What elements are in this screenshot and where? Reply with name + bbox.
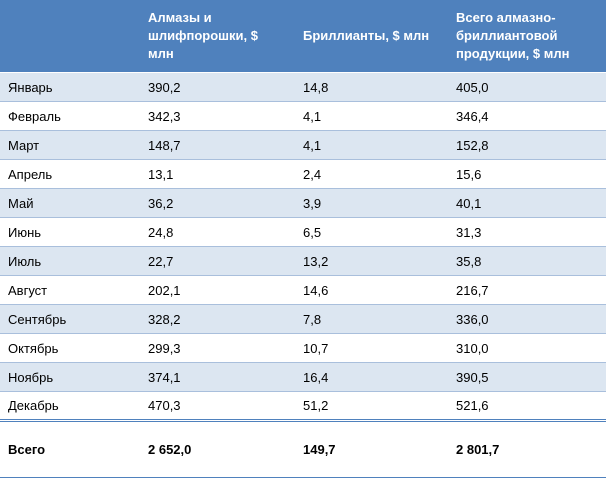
value-cell: 7,8: [295, 304, 448, 334]
total-row: Всего 2 652,0 149,7 2 801,7: [0, 419, 606, 478]
value-cell: 36,2: [140, 188, 295, 218]
header-cell: Бриллианты, $ млн: [295, 0, 448, 73]
header-cell: [0, 0, 140, 73]
table-header: Алмазы и шлифпорошки, $ млн Бриллианты, $…: [0, 0, 606, 73]
month-cell: Август: [0, 275, 140, 305]
table-row: Октябрь 299,3 10,7 310,0: [0, 333, 606, 363]
header-cell: Алмазы и шлифпорошки, $ млн: [140, 0, 295, 73]
value-cell: 35,8: [448, 246, 606, 276]
table-row: Май 36,2 3,9 40,1: [0, 188, 606, 218]
value-cell: 16,4: [295, 362, 448, 392]
month-cell: Май: [0, 188, 140, 218]
value-cell: 14,8: [295, 72, 448, 102]
month-cell: Декабрь: [0, 391, 140, 421]
value-cell: 521,6: [448, 391, 606, 421]
total-value: 2 652,0: [140, 419, 295, 478]
table-row: Ноябрь 374,1 16,4 390,5: [0, 362, 606, 392]
month-cell: Февраль: [0, 101, 140, 131]
value-cell: 299,3: [140, 333, 295, 363]
month-cell: Ноябрь: [0, 362, 140, 392]
month-cell: Октябрь: [0, 333, 140, 363]
table-row: Июль 22,7 13,2 35,8: [0, 246, 606, 276]
value-cell: 152,8: [448, 130, 606, 160]
table-row: Июнь 24,8 6,5 31,3: [0, 217, 606, 247]
total-label: Всего: [0, 419, 140, 478]
value-cell: 390,2: [140, 72, 295, 102]
value-cell: 2,4: [295, 159, 448, 189]
value-cell: 3,9: [295, 188, 448, 218]
value-cell: 216,7: [448, 275, 606, 305]
table-body: Январь 390,2 14,8 405,0 Февраль 342,3 4,1 346,4…: [0, 72, 606, 421]
value-cell: 346,4: [448, 101, 606, 131]
value-cell: 13,1: [140, 159, 295, 189]
value-cell: 328,2: [140, 304, 295, 334]
value-cell: 405,0: [448, 72, 606, 102]
table-row: Март 148,7 4,1 152,8: [0, 130, 606, 160]
value-cell: 202,1: [140, 275, 295, 305]
value-cell: 6,5: [295, 217, 448, 247]
value-cell: 13,2: [295, 246, 448, 276]
month-cell: Июль: [0, 246, 140, 276]
value-cell: 148,7: [140, 130, 295, 160]
value-cell: 31,3: [448, 217, 606, 247]
total-value: 149,7: [295, 419, 448, 478]
value-cell: 22,7: [140, 246, 295, 276]
value-cell: 470,3: [140, 391, 295, 421]
value-cell: 40,1: [448, 188, 606, 218]
value-cell: 336,0: [448, 304, 606, 334]
value-cell: 390,5: [448, 362, 606, 392]
month-cell: Март: [0, 130, 140, 160]
value-cell: 14,6: [295, 275, 448, 305]
table-row: Февраль 342,3 4,1 346,4: [0, 101, 606, 131]
month-cell: Июнь: [0, 217, 140, 247]
value-cell: 51,2: [295, 391, 448, 421]
table-row: Декабрь 470,3 51,2 521,6: [0, 391, 606, 421]
value-cell: 374,1: [140, 362, 295, 392]
value-cell: 310,0: [448, 333, 606, 363]
month-cell: Апрель: [0, 159, 140, 189]
value-cell: 24,8: [140, 217, 295, 247]
value-cell: 10,7: [295, 333, 448, 363]
month-cell: Январь: [0, 72, 140, 102]
table-row: Апрель 13,1 2,4 15,6: [0, 159, 606, 189]
header-row: Алмазы и шлифпорошки, $ млн Бриллианты, $…: [0, 0, 606, 73]
header-cell: Всего алмазно-бриллиантовой продукции, $…: [448, 0, 606, 73]
value-cell: 342,3: [140, 101, 295, 131]
table-row: Август 202,1 14,6 216,7: [0, 275, 606, 305]
table-footer: Всего 2 652,0 149,7 2 801,7: [0, 419, 606, 478]
value-cell: 4,1: [295, 130, 448, 160]
total-value: 2 801,7: [448, 419, 606, 478]
value-cell: 15,6: [448, 159, 606, 189]
table-row: Сентябрь 328,2 7,8 336,0: [0, 304, 606, 334]
month-cell: Сентябрь: [0, 304, 140, 334]
table-row: Январь 390,2 14,8 405,0: [0, 72, 606, 102]
value-cell: 4,1: [295, 101, 448, 131]
